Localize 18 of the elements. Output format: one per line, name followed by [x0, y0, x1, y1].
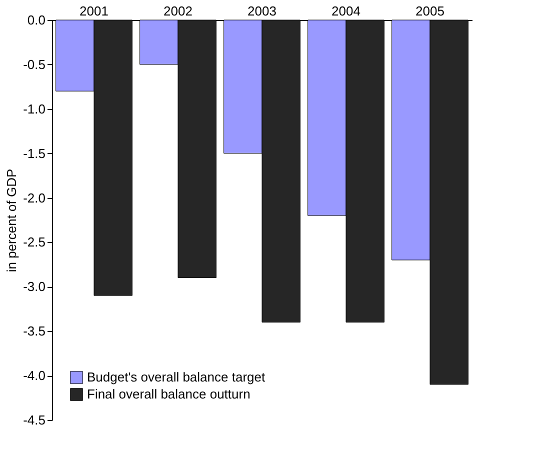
legend-label: Budget's overall balance target: [87, 370, 266, 384]
y-tick-label: -0.5: [23, 56, 46, 72]
y-tick-label: -1.5: [23, 146, 46, 161]
y-tick-label: -2.0: [23, 190, 46, 206]
x-tick-label: 2001: [80, 4, 108, 18]
y-tick-label: -1.0: [23, 101, 46, 116]
y-tick-label: -3.0: [23, 279, 46, 294]
x-tick-label: 2003: [248, 4, 276, 18]
y-tick-label: -4.0: [23, 368, 46, 384]
y-tick-label: 0.0: [27, 12, 46, 28]
x-tick-label: 2005: [416, 4, 444, 18]
y-tick-label: -2.5: [23, 234, 46, 250]
y-axis-title: in percent of GDP: [4, 168, 20, 272]
x-tick-label: 2004: [332, 4, 360, 18]
y-tick-label: -4.5: [23, 412, 46, 428]
y-tick-label: -3.5: [23, 324, 46, 339]
x-tick-label: 2002: [164, 4, 192, 18]
legend-label: Final overall balance outturn: [87, 386, 250, 402]
